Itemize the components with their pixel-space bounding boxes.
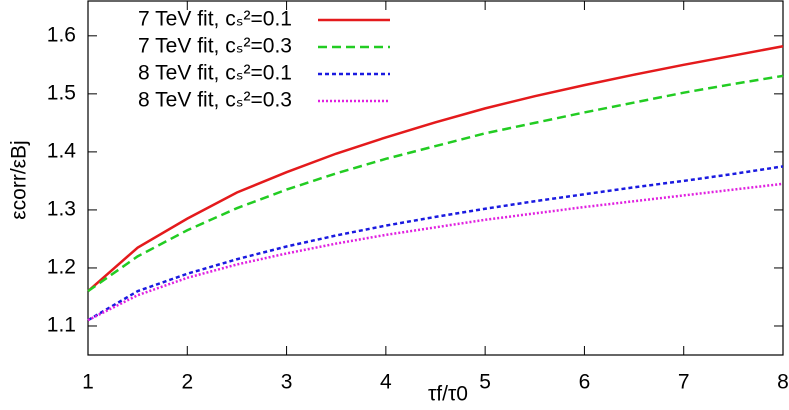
series-line	[87, 74, 784, 293]
legend-label: 8 TeV fit, cₛ²=0.3	[138, 89, 292, 112]
legend-label: 7 TeV fit, cₛ²=0.1	[138, 8, 292, 31]
y-tick-label: 1.1	[47, 314, 76, 337]
y-tick-label: 1.3	[47, 197, 76, 220]
series-line	[87, 182, 784, 322]
x-tick-label: 8	[777, 371, 789, 394]
y-axis-label: εcorr/εBj	[8, 140, 31, 219]
x-tick-label: 5	[479, 371, 491, 394]
x-axis-label: τf/τ0	[428, 383, 468, 406]
y-tick-label: 1.4	[47, 139, 77, 162]
x-tick-label: 7	[678, 371, 690, 394]
y-tick-label: 1.5	[47, 81, 76, 104]
x-tick-label: 2	[181, 371, 193, 394]
legend-label: 8 TeV fit, cₛ²=0.1	[138, 62, 292, 85]
x-tick-label: 6	[579, 371, 591, 394]
series-line	[87, 45, 784, 293]
x-tick-label: 4	[380, 371, 392, 394]
plot-frame	[87, 0, 784, 356]
x-tick-label: 3	[281, 371, 293, 394]
legend-label: 7 TeV fit, cₛ²=0.3	[138, 35, 292, 58]
x-tick-label: 1	[82, 371, 94, 394]
series-line	[87, 165, 784, 322]
y-tick-label: 1.6	[47, 23, 76, 46]
y-tick-label: 1.2	[47, 255, 76, 278]
